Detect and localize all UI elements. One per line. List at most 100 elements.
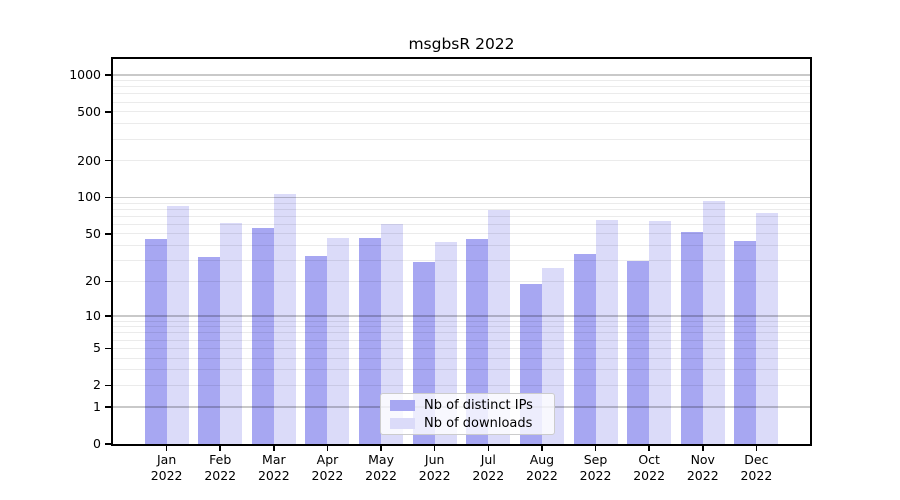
- x-tick-dec: [755, 446, 758, 451]
- x-tick-label-dec: Dec 2022: [740, 452, 773, 483]
- y-tick-label-200: 200: [77, 152, 101, 168]
- gridline-minor-50: [113, 233, 810, 235]
- y-tick-label-1: 1: [93, 398, 101, 414]
- x-tick-label-feb: Feb 2022: [204, 452, 237, 483]
- x-tick-sep: [594, 446, 597, 451]
- x-tick-label-oct: Oct 2022: [633, 452, 666, 483]
- gridline-minor-2: [113, 384, 810, 386]
- gridline-minor-800: [113, 86, 810, 88]
- bar-downloads-oct: [649, 221, 672, 444]
- x-tick-label-sep: Sep 2022: [579, 452, 612, 483]
- x-tick-jul: [487, 446, 490, 451]
- y-tick-1: [105, 406, 111, 408]
- gridline-major-10: [113, 315, 810, 317]
- x-tick-label-jan: Jan 2022: [150, 452, 183, 483]
- bar-downloads-jan: [166, 206, 189, 444]
- y-tick-label-50: 50: [85, 225, 101, 241]
- y-tick-label-0: 0: [93, 436, 101, 451]
- x-tick-label-jul: Jul 2022: [472, 452, 505, 483]
- legend-label-distinct-ips: Nb of distinct IPs: [424, 397, 533, 413]
- x-tick-label-aug: Aug 2022: [526, 452, 558, 483]
- legend-item-downloads: Nb of downloads: [390, 416, 554, 431]
- gridline-minor-60: [113, 223, 810, 225]
- y-tick-0: [105, 443, 111, 445]
- bar-distinct-ips-dec: [734, 240, 757, 444]
- bar-distinct-ips-sep: [573, 254, 596, 444]
- x-tick-label-may: May 2022: [365, 452, 397, 483]
- bar-downloads-mar: [273, 194, 296, 444]
- x-tick-label-mar: Mar 2022: [257, 452, 290, 483]
- y-tick-10: [105, 315, 111, 317]
- x-tick-jan: [165, 446, 168, 451]
- y-tick-label-100: 100: [77, 189, 101, 205]
- bar-distinct-ips-jul: [466, 239, 489, 444]
- x-tick-feb: [219, 446, 221, 451]
- legend-swatch-distinct-ips: [390, 399, 415, 411]
- bar-downloads-jul: [488, 209, 511, 444]
- y-tick-200: [105, 159, 111, 162]
- legend: Nb of distinct IPs Nb of downloads: [380, 393, 555, 435]
- bar-downloads-dec: [756, 213, 779, 444]
- y-tick-50: [105, 233, 111, 235]
- y-tick-label-5: 5: [93, 340, 101, 356]
- gridline-minor-70: [113, 215, 810, 217]
- bar-distinct-ips-apr: [305, 255, 328, 444]
- x-tick-aug: [541, 446, 543, 451]
- bar-distinct-ips-oct: [627, 260, 650, 444]
- y-tick-20: [105, 280, 111, 283]
- legend-swatch-downloads: [390, 417, 415, 429]
- gridline-minor-200: [113, 160, 810, 162]
- bar-downloads-apr: [327, 238, 350, 444]
- bar-downloads-feb: [220, 222, 243, 444]
- y-tick-2: [105, 384, 111, 387]
- x-tick-oct: [648, 446, 650, 451]
- bar-distinct-ips-feb: [198, 257, 221, 444]
- y-tick-label-10: 10: [85, 307, 101, 323]
- y-tick-label-2: 2: [93, 377, 101, 393]
- gridline-minor-700: [113, 93, 810, 95]
- legend-label-downloads: Nb of downloads: [424, 415, 533, 431]
- y-tick-500: [105, 111, 111, 113]
- gridline-minor-7: [113, 332, 810, 334]
- gridline-minor-30: [113, 260, 810, 262]
- y-tick-label-20: 20: [85, 273, 101, 289]
- bar-downloads-sep: [595, 220, 618, 444]
- gridline-major-1000: [113, 74, 810, 76]
- gridline-minor-5: [113, 347, 810, 349]
- grid-layer: [113, 59, 810, 444]
- gridline-minor-8: [113, 326, 810, 328]
- chart-title: msgbsR 2022: [408, 35, 515, 53]
- gridline-minor-9: [113, 320, 810, 322]
- gridline-minor-400: [113, 123, 810, 125]
- plot-area: Nb of distinct IPs Nb of downloads: [111, 57, 812, 446]
- bar-distinct-ips-mar: [251, 228, 274, 444]
- y-tick-5: [105, 347, 111, 350]
- x-tick-label-jun: Jun 2022: [418, 452, 451, 483]
- gridline-minor-900: [113, 80, 810, 82]
- gridline-minor-600: [113, 101, 810, 103]
- x-tick-mar: [273, 446, 275, 451]
- bar-distinct-ips-nov: [680, 231, 703, 444]
- legend-item-distinct-ips: Nb of distinct IPs: [390, 398, 554, 413]
- gridline-minor-40: [113, 245, 810, 247]
- gridline-minor-500: [113, 111, 810, 113]
- gridline-minor-80: [113, 208, 810, 210]
- gridline-minor-6: [113, 339, 810, 341]
- y-tick-1000: [105, 74, 111, 76]
- y-tick-100: [105, 196, 111, 199]
- x-tick-label-nov: Nov 2022: [686, 452, 719, 483]
- gridline-minor-3: [113, 369, 810, 371]
- gridline-major-100: [113, 196, 810, 199]
- x-tick-label-apr: Apr 2022: [311, 452, 344, 483]
- gridline-minor-300: [113, 138, 810, 140]
- x-tick-nov: [702, 446, 704, 451]
- bar-downloads-nov: [702, 200, 725, 444]
- bar-distinct-ips-jan: [144, 239, 167, 444]
- gridline-minor-4: [113, 357, 810, 359]
- bar-downloads-may: [381, 223, 404, 444]
- gridline-minor-20: [113, 280, 810, 282]
- y-tick-label-500: 500: [77, 103, 101, 119]
- x-tick-apr: [326, 446, 329, 451]
- bar-distinct-ips-may: [359, 238, 382, 444]
